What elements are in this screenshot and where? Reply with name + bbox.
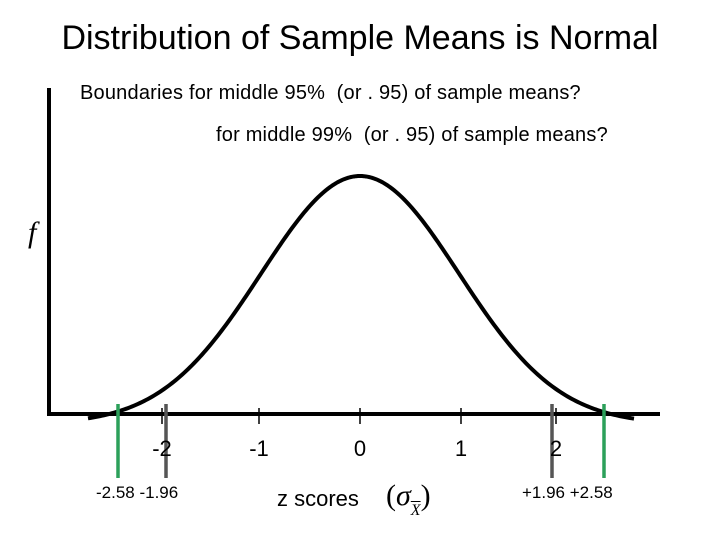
critical-label-right: +1.96 +2.58 (522, 483, 613, 502)
sigma-open-paren: ( (386, 479, 396, 512)
question-99: for middle 99% (or . 95) of sample means… (216, 124, 608, 146)
critical-markers (116, 404, 606, 478)
y-axis-label: f (28, 216, 37, 249)
tick-label-p1: 1 (454, 436, 468, 461)
sigma-subscript: X (410, 502, 421, 519)
sigma-x-bar-label: (σX) (386, 478, 431, 519)
page-title: Distribution of Sample Means is Normal (61, 19, 659, 57)
tick-label-zero: 0 (353, 436, 367, 461)
tick-label-p2: 2 (549, 436, 563, 461)
z-ticks (161, 408, 557, 424)
sigma-symbol: σ (396, 479, 411, 512)
tick-label-m1: -1 (249, 436, 269, 461)
normal-curve (87, 174, 635, 421)
tick-label-m2: -2 (152, 436, 172, 461)
x-axis-label: z scores (277, 486, 359, 511)
sigma-close-paren: ) (420, 479, 431, 512)
question-95: Boundaries for middle 95% (or . 95) of s… (80, 82, 581, 104)
critical-label-left: -2.58 -1.96 (96, 483, 179, 502)
